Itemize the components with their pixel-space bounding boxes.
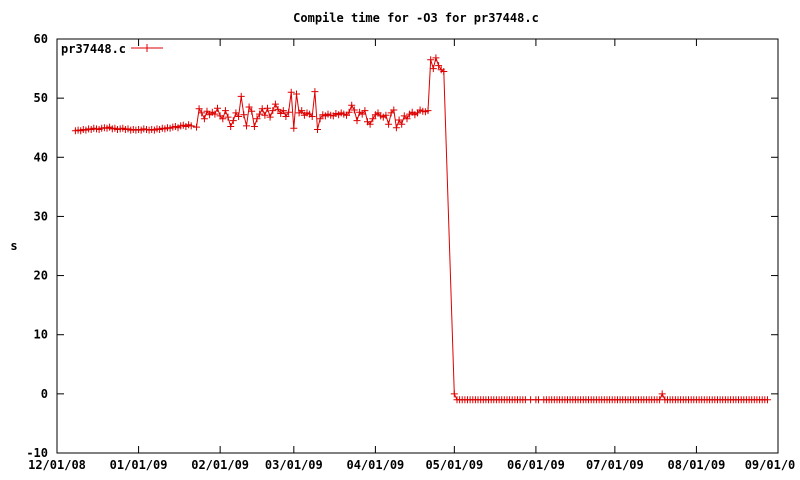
data-point	[287, 88, 295, 96]
data-point	[237, 92, 245, 100]
legend: pr37448.c	[61, 42, 163, 56]
data-point	[193, 123, 200, 131]
data-point	[264, 104, 271, 112]
y-tick-label: 20	[34, 269, 48, 283]
x-tick-label: 04/01/09	[346, 458, 404, 472]
data-point	[224, 113, 232, 121]
data-point	[435, 62, 443, 70]
data-point	[366, 120, 374, 128]
data-point	[348, 101, 356, 109]
legend-label: pr37448.c	[61, 42, 126, 56]
y-tick-label: 40	[34, 150, 48, 164]
x-tick-label: 06/01/09	[507, 458, 565, 472]
data-point	[253, 115, 261, 123]
data-point	[427, 56, 435, 64]
data-point	[221, 107, 229, 115]
x-tick-label: 08/01/09	[668, 458, 726, 472]
data-point	[353, 117, 361, 125]
data-point	[261, 111, 269, 119]
data-point	[187, 122, 195, 130]
data-point	[245, 103, 253, 111]
legend-marker	[143, 44, 151, 52]
data-point	[440, 68, 448, 75]
data-point	[398, 120, 406, 128]
y-tick-label: 50	[34, 91, 48, 105]
y-axis-label: s	[10, 239, 17, 253]
data-point	[308, 113, 316, 120]
data-point	[424, 107, 432, 115]
data-point	[282, 113, 290, 120]
data-point	[269, 107, 277, 115]
data-point	[382, 111, 390, 119]
y-axis: -10 0 10 20 30 40 50 60	[26, 32, 778, 460]
data-point	[403, 115, 411, 123]
data-point	[211, 110, 219, 118]
data-point	[258, 105, 266, 113]
y-tick-label: -10	[26, 446, 48, 460]
data-point	[198, 109, 206, 117]
data-point	[432, 54, 440, 62]
data-point	[235, 113, 243, 120]
x-tick-label: 05/01/09	[425, 458, 483, 472]
data-point	[316, 115, 324, 123]
x-tick-label: 09/01/0	[745, 458, 796, 472]
x-tick-label: 07/01/09	[586, 458, 644, 472]
data-point	[345, 108, 353, 116]
data-point	[395, 116, 403, 124]
data-point	[350, 106, 358, 114]
data-point	[290, 124, 298, 132]
data-point	[285, 108, 293, 116]
data-point	[392, 124, 400, 132]
data-point	[195, 105, 203, 113]
data-point	[369, 115, 377, 123]
series-line	[75, 56, 768, 401]
data-point	[385, 120, 393, 128]
data-point	[219, 115, 227, 123]
chart-title: Compile time for -O3 for pr37448.c	[293, 11, 539, 25]
data-point	[200, 115, 208, 123]
y-tick-label: 10	[34, 328, 48, 342]
data-point	[266, 113, 274, 121]
data-point	[227, 123, 235, 130]
data-point	[214, 104, 221, 112]
data-point	[314, 126, 321, 133]
x-tick-label: 02/01/09	[191, 458, 249, 472]
data-point	[274, 105, 282, 113]
data-point	[764, 396, 771, 404]
data-point	[293, 90, 300, 98]
data-point	[240, 111, 248, 119]
data-point	[243, 122, 250, 130]
data-point	[390, 106, 398, 114]
data-point	[298, 107, 306, 115]
x-tick-label: 01/01/09	[110, 458, 168, 472]
data-point	[256, 110, 264, 118]
data-point	[232, 109, 240, 117]
data-point	[450, 390, 458, 398]
y-tick-label: 60	[34, 32, 48, 46]
plot-frame	[56, 38, 779, 454]
x-axis: 12/01/08 01/01/09 02/01/09 03/01/09 04/01/09…	[28, 39, 795, 472]
data-point	[361, 107, 369, 115]
data-point	[429, 65, 437, 73]
data-point	[229, 117, 237, 125]
data-point	[311, 88, 319, 96]
x-tick-label: 03/01/09	[265, 458, 323, 472]
y-tick-label: 30	[34, 209, 48, 223]
data-point	[250, 123, 258, 130]
x-tick-label: 12/01/08	[28, 458, 86, 472]
y-tick-label: 0	[41, 387, 48, 401]
data-point	[279, 107, 287, 115]
data-point	[248, 107, 256, 115]
data-point	[271, 100, 279, 108]
series-layer	[71, 54, 771, 404]
data-point	[658, 390, 666, 398]
